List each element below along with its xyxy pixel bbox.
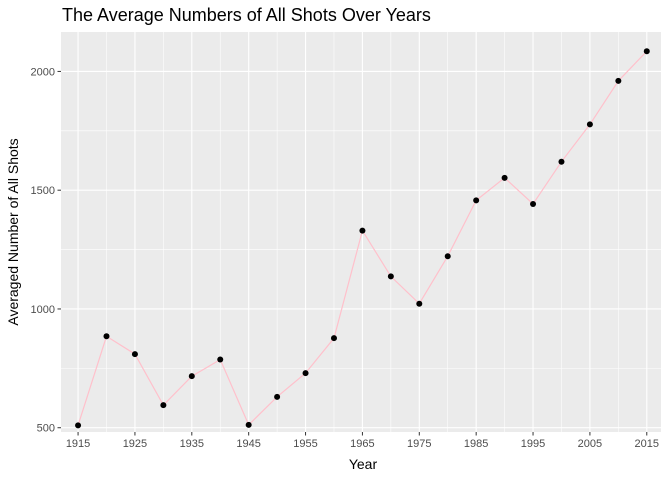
y-tick-label: 500 (37, 423, 55, 435)
x-tick-label: 2015 (635, 438, 659, 450)
data-point (558, 158, 565, 165)
data-point (217, 356, 224, 363)
data-point (330, 335, 337, 342)
x-tick-label: 1975 (407, 438, 431, 450)
data-point (387, 273, 394, 280)
data-point (444, 253, 451, 260)
data-point (359, 227, 366, 234)
data-point (473, 197, 480, 204)
y-tick-label: 1500 (31, 185, 55, 197)
y-axis-title: Averaged Number of All Shots (5, 138, 21, 325)
data-point (302, 370, 309, 377)
x-tick-label: 1945 (236, 438, 260, 450)
x-tick-label: 1995 (521, 438, 545, 450)
x-tick-label: 1955 (293, 438, 317, 450)
x-tick-label: 1925 (123, 438, 147, 450)
x-tick-label: 1985 (464, 438, 488, 450)
chart-title: The Average Numbers of All Shots Over Ye… (62, 5, 431, 25)
data-point (131, 351, 138, 358)
data-point (586, 121, 593, 128)
y-axis: 500 1000 1500 2000 (31, 66, 61, 435)
y-tick-label: 2000 (31, 66, 55, 78)
x-tick-label: 1915 (66, 438, 90, 450)
data-point (188, 373, 195, 380)
y-tick-label: 1000 (31, 304, 55, 316)
x-tick-label: 2005 (578, 438, 602, 450)
data-point (416, 300, 423, 307)
data-point (75, 422, 82, 429)
data-series (75, 48, 650, 429)
data-point (615, 77, 622, 84)
minor-gridlines (61, 32, 661, 432)
data-point (103, 333, 110, 340)
data-point (160, 402, 167, 409)
x-axis-title: Year (349, 456, 378, 472)
data-point (643, 48, 650, 55)
x-tick-label: 1935 (180, 438, 204, 450)
data-point (530, 200, 537, 207)
data-point (501, 174, 508, 181)
data-point (274, 393, 281, 400)
major-gridlines (61, 32, 661, 432)
data-point (245, 421, 252, 428)
x-axis: 1915 1925 1935 1945 1955 1965 1975 1985 1995 2005… (66, 432, 659, 450)
x-tick-label: 1965 (350, 438, 374, 450)
